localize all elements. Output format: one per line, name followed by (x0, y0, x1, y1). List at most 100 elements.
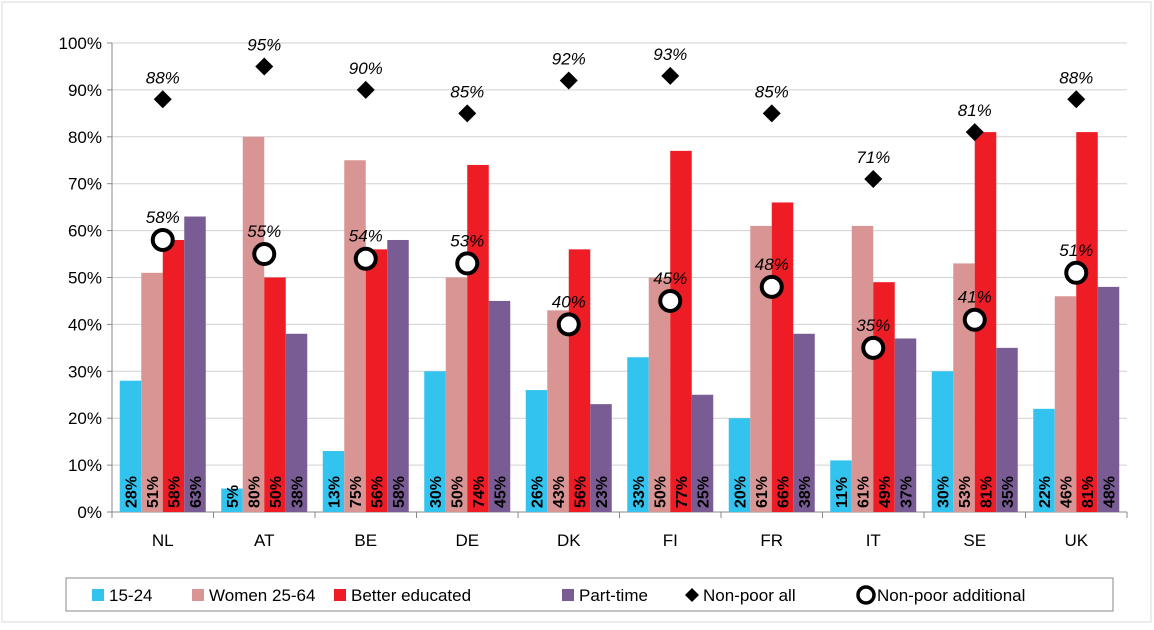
marker-label: 88% (146, 68, 180, 87)
legend-swatch (192, 589, 204, 601)
legend-label: Better educated (351, 586, 471, 605)
bar-label: 33% (631, 476, 648, 508)
y-tick-label: 40% (68, 315, 102, 334)
bar (670, 150, 692, 512)
bar (1054, 296, 1077, 512)
diamond-marker (458, 104, 477, 123)
bar (467, 164, 489, 512)
marker-label: 35% (856, 316, 890, 335)
marker-label: 93% (653, 45, 687, 64)
bar-label: 25% (696, 476, 713, 508)
legend-label: Women 25-64 (209, 586, 315, 605)
marker-label: 58% (146, 208, 180, 227)
diamond-marker (559, 71, 578, 90)
diamond-marker (864, 170, 883, 189)
bar (184, 216, 206, 512)
bar-label: 30% (936, 476, 953, 508)
legend-swatch (562, 589, 574, 601)
bar-label: 74% (471, 476, 488, 508)
legend-label: Non-poor all (703, 586, 796, 605)
bar-label: 30% (428, 476, 445, 508)
bar-label: 53% (957, 476, 974, 508)
y-tick-label: 60% (68, 222, 102, 241)
legend-swatch (685, 588, 699, 602)
marker-label: 85% (450, 82, 484, 101)
circle-marker (252, 242, 277, 267)
bar-label: 58% (167, 476, 184, 508)
bar-label: 13% (327, 476, 344, 508)
marker-label: 54% (349, 227, 383, 246)
x-tick-label: DE (455, 531, 479, 550)
bar (1076, 132, 1098, 513)
bar (119, 380, 142, 512)
bar-label: 50% (450, 476, 467, 508)
marker-label: 53% (450, 231, 484, 250)
bar (1033, 408, 1055, 512)
bar (1097, 286, 1120, 512)
circle-marker (455, 251, 480, 276)
x-tick-label: SE (963, 531, 986, 550)
bar (894, 338, 917, 512)
bar (242, 136, 265, 513)
marker-label: 90% (349, 59, 383, 78)
marker-label: 88% (1059, 68, 1093, 87)
y-tick-label: 100% (59, 34, 102, 53)
circle-marker (1064, 260, 1089, 285)
bar (590, 404, 612, 512)
bar-label: 26% (530, 476, 547, 508)
bar (627, 357, 649, 512)
x-tick-label: IT (866, 531, 881, 550)
bar-label: 5% (225, 485, 242, 508)
circle-marker (150, 227, 175, 252)
marker-label: 71% (856, 148, 890, 167)
bar-label: 20% (733, 476, 750, 508)
legend-swatch (334, 589, 346, 601)
bar (525, 390, 548, 512)
bar-label: 61% (856, 476, 873, 508)
legend-label: Part-time (579, 586, 648, 605)
y-tick-label: 80% (68, 128, 102, 147)
bar (322, 451, 345, 512)
x-tick-label: NL (152, 531, 174, 550)
y-tick-label: 50% (68, 269, 102, 288)
bar (221, 488, 243, 512)
y-tick-label: 0% (77, 503, 102, 522)
marker-label: 55% (247, 222, 281, 241)
bar-label: 22% (1037, 476, 1054, 508)
bar-label: 11% (834, 477, 851, 508)
bar-label: 81% (1080, 476, 1097, 508)
y-tick-label: 20% (68, 409, 102, 428)
bar-label: 66% (776, 476, 793, 508)
bar-label: 77% (674, 476, 691, 508)
y-tick-label: 70% (68, 175, 102, 194)
x-tick-label: BE (354, 531, 377, 550)
marker-label: 81% (958, 101, 992, 120)
legend-swatch (92, 589, 104, 601)
bar (728, 418, 751, 512)
bar-label: 38% (290, 476, 307, 508)
bar-label: 48% (1102, 476, 1119, 508)
bar (387, 239, 409, 513)
bar-label: 45% (493, 476, 510, 508)
bar (996, 347, 1018, 512)
x-tick-label: FR (760, 531, 783, 550)
bar (162, 239, 185, 513)
bar-label: 35% (1000, 476, 1017, 508)
y-tick-label: 10% (68, 456, 102, 475)
bar-label: 63% (188, 476, 205, 508)
diamond-marker (965, 123, 984, 142)
bar (264, 277, 286, 512)
bar-label: 58% (391, 476, 408, 508)
bar (793, 333, 815, 512)
bar (648, 277, 671, 512)
bar (141, 272, 163, 512)
diamond-marker (356, 80, 375, 99)
diamond-marker (153, 90, 172, 109)
legend-box (65, 577, 1114, 612)
marker-label: 45% (653, 269, 687, 288)
bar-label: 56% (370, 476, 387, 508)
marker-label: 51% (1059, 241, 1093, 260)
legend-swatch (856, 585, 876, 605)
